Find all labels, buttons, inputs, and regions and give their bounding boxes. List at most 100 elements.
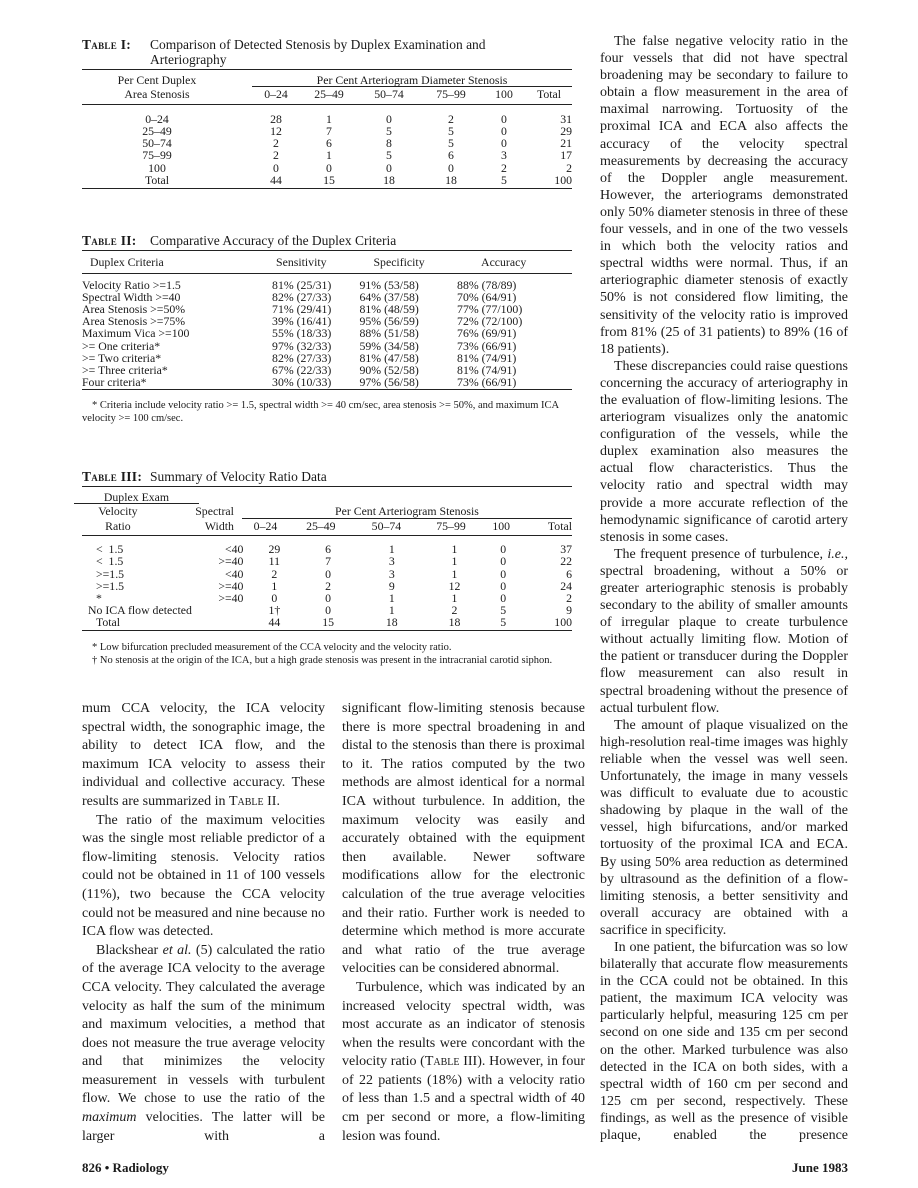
table-cell: 18	[445, 172, 457, 187]
table-cell: 2	[448, 111, 454, 126]
text-column-left: mum CCA velocity, the ICA velocity spect…	[82, 700, 325, 1146]
table-cell: 5	[448, 123, 454, 138]
spectral-width-header: Spectral	[195, 504, 234, 519]
table-cell: >= Three criteria*	[82, 362, 168, 377]
table-cell: 29	[268, 542, 281, 557]
table-cell: 0	[448, 160, 454, 175]
column-header: 75–99	[436, 518, 466, 533]
table-2-grid: Duplex Criteria Sensitivity Specificity Acc…	[82, 251, 572, 388]
table-cell: 0	[500, 578, 507, 593]
table-cell: 88% (78/89)	[457, 277, 517, 292]
row-header: Per Cent Duplex	[117, 73, 197, 88]
table-cell: 1†	[268, 603, 281, 618]
table-cell: 9	[566, 603, 572, 618]
title-text: Arteriography	[150, 52, 227, 67]
group-header: Per Cent Arteriogram Diameter Stenosis	[252, 69, 572, 88]
table-cell: 2	[273, 148, 279, 163]
paragraph: The amount of plaque visualized on the h…	[600, 717, 848, 939]
table-cell: 64% (37/58)	[359, 289, 419, 304]
table-cell: 0	[271, 591, 278, 606]
table-row: 75–99 2 1 5 6 3 17	[82, 149, 572, 161]
group-header: Per Cent Arteriogram Stenosis	[241, 504, 572, 519]
table-row: 0–24 28 1 0 2 0 31	[82, 111, 572, 126]
column-header: Total	[536, 87, 562, 102]
table-cell: 0	[325, 603, 332, 618]
column-header: Sensitivity	[272, 251, 360, 274]
table-reference: Table	[424, 1054, 460, 1070]
table-cell: 31	[560, 111, 572, 126]
column-header: Specificity	[359, 251, 458, 274]
table-cell: 2	[325, 578, 332, 593]
table-cell: 11	[268, 554, 281, 569]
table-cell: 1	[271, 578, 278, 593]
column-header: 100	[495, 87, 513, 102]
table-cell: 1	[451, 542, 458, 557]
table-cell: 5	[386, 148, 392, 163]
table-row: 25–49 12 7 5 5 0 29	[82, 125, 572, 137]
text-run: III). However, in four of 22 patients (1…	[342, 1054, 585, 1144]
table-cell: 0	[386, 160, 392, 175]
column-header: 75–99	[436, 87, 466, 102]
table-cell: 82% (27/33)	[272, 350, 332, 365]
table-cell: >=40	[218, 578, 244, 593]
table-cell: 95% (56/59)	[359, 314, 419, 329]
table-cell: 24	[560, 578, 572, 593]
table-cell: 1	[451, 566, 458, 581]
text-run: spectral broadening, without a 50% or gr…	[600, 563, 848, 716]
table-cell: 91% (53/58)	[359, 277, 419, 292]
table-row: >= Two criteria* 82% (27/33) 81% (47/58) 81…	[82, 352, 572, 364]
paragraph: In one patient, the bifurcation was so l…	[600, 939, 848, 1144]
table-row: 100 0 0 0 0 2 2	[82, 160, 572, 175]
text-run: velocities. The latter will be larger wi…	[82, 1110, 325, 1144]
table-cell: 0	[501, 136, 507, 151]
row-header: Area Stenosis	[124, 87, 190, 102]
text-run: mum CCA velocity, the ICA velocity spect…	[82, 701, 325, 809]
table-cell: 0	[326, 160, 332, 175]
table-cell: 15	[322, 615, 334, 630]
table-label: Table III:	[82, 469, 143, 484]
table-cell: 7	[325, 554, 332, 569]
text-run: The frequent presence of turbulence,	[614, 546, 828, 562]
table-cell: 2	[501, 160, 507, 175]
row-label: 0–24	[145, 111, 169, 126]
table-cell: 2	[451, 603, 458, 618]
text-column-middle: significant flow-limiting stenosis becau…	[342, 700, 585, 1146]
table-3-body: < 1.5 <40 29 6 1 1 0 37 < 1.5 >=40 11 7 3 1 0 22 >=1.5 <4…	[82, 542, 572, 630]
row-label: 75–99	[142, 148, 172, 163]
table-cell: <40	[224, 542, 244, 557]
table-cell: 1	[388, 542, 395, 557]
table-cell: 5	[448, 136, 454, 151]
table-cell: 12	[448, 578, 461, 593]
text-run: significant flow-limiting stenosis becau…	[342, 701, 585, 977]
table-cell: 72% (72/100)	[457, 314, 523, 329]
table-3: Table III: Summary of Velocity Ratio Data…	[74, 469, 572, 667]
table-cell: >=40	[218, 554, 244, 569]
text-run: (5) calculated the ratio of the average …	[82, 942, 325, 1107]
table-cell: 71% (29/41)	[272, 301, 332, 316]
table-cell: 0	[325, 591, 332, 606]
table-cell: 0	[501, 123, 507, 138]
paragraph: significant flow-limiting stenosis becau…	[342, 700, 585, 979]
column-header: Accuracy	[457, 251, 572, 274]
table-cell: 30% (10/33)	[272, 375, 332, 390]
paragraph: The false negative velocity ratio in the…	[600, 33, 848, 358]
table-cell: >= Two criteria*	[82, 350, 162, 365]
spectral-width-header: Width	[204, 518, 234, 533]
table-cell: 0	[500, 542, 507, 557]
table-1-grid: Per Cent Duplex Per Cent Arteriogram Dia…	[82, 69, 572, 102]
table-cell: Maximum Vica >=100	[82, 326, 190, 341]
table-cell: 17	[560, 148, 572, 163]
table-cell: < 1.5	[96, 542, 124, 557]
title-text: Comparative Accuracy of the Duplex Crite…	[150, 233, 397, 248]
no-flow_row: No ICA flow detected 1† 0 1 2 5 9	[82, 604, 572, 616]
rule	[82, 629, 572, 631]
table-cell: 21	[560, 136, 572, 151]
table-cell: 1	[388, 591, 395, 606]
table-cell: 3	[388, 554, 395, 569]
table-cell: 12	[270, 123, 282, 138]
table-cell: <40	[224, 566, 244, 581]
table-row: Total 44 15 18 18 5 100	[82, 174, 572, 186]
table-cell: 1	[451, 591, 458, 606]
column-header: 50–74	[374, 87, 404, 102]
column-header: Total	[547, 518, 572, 533]
